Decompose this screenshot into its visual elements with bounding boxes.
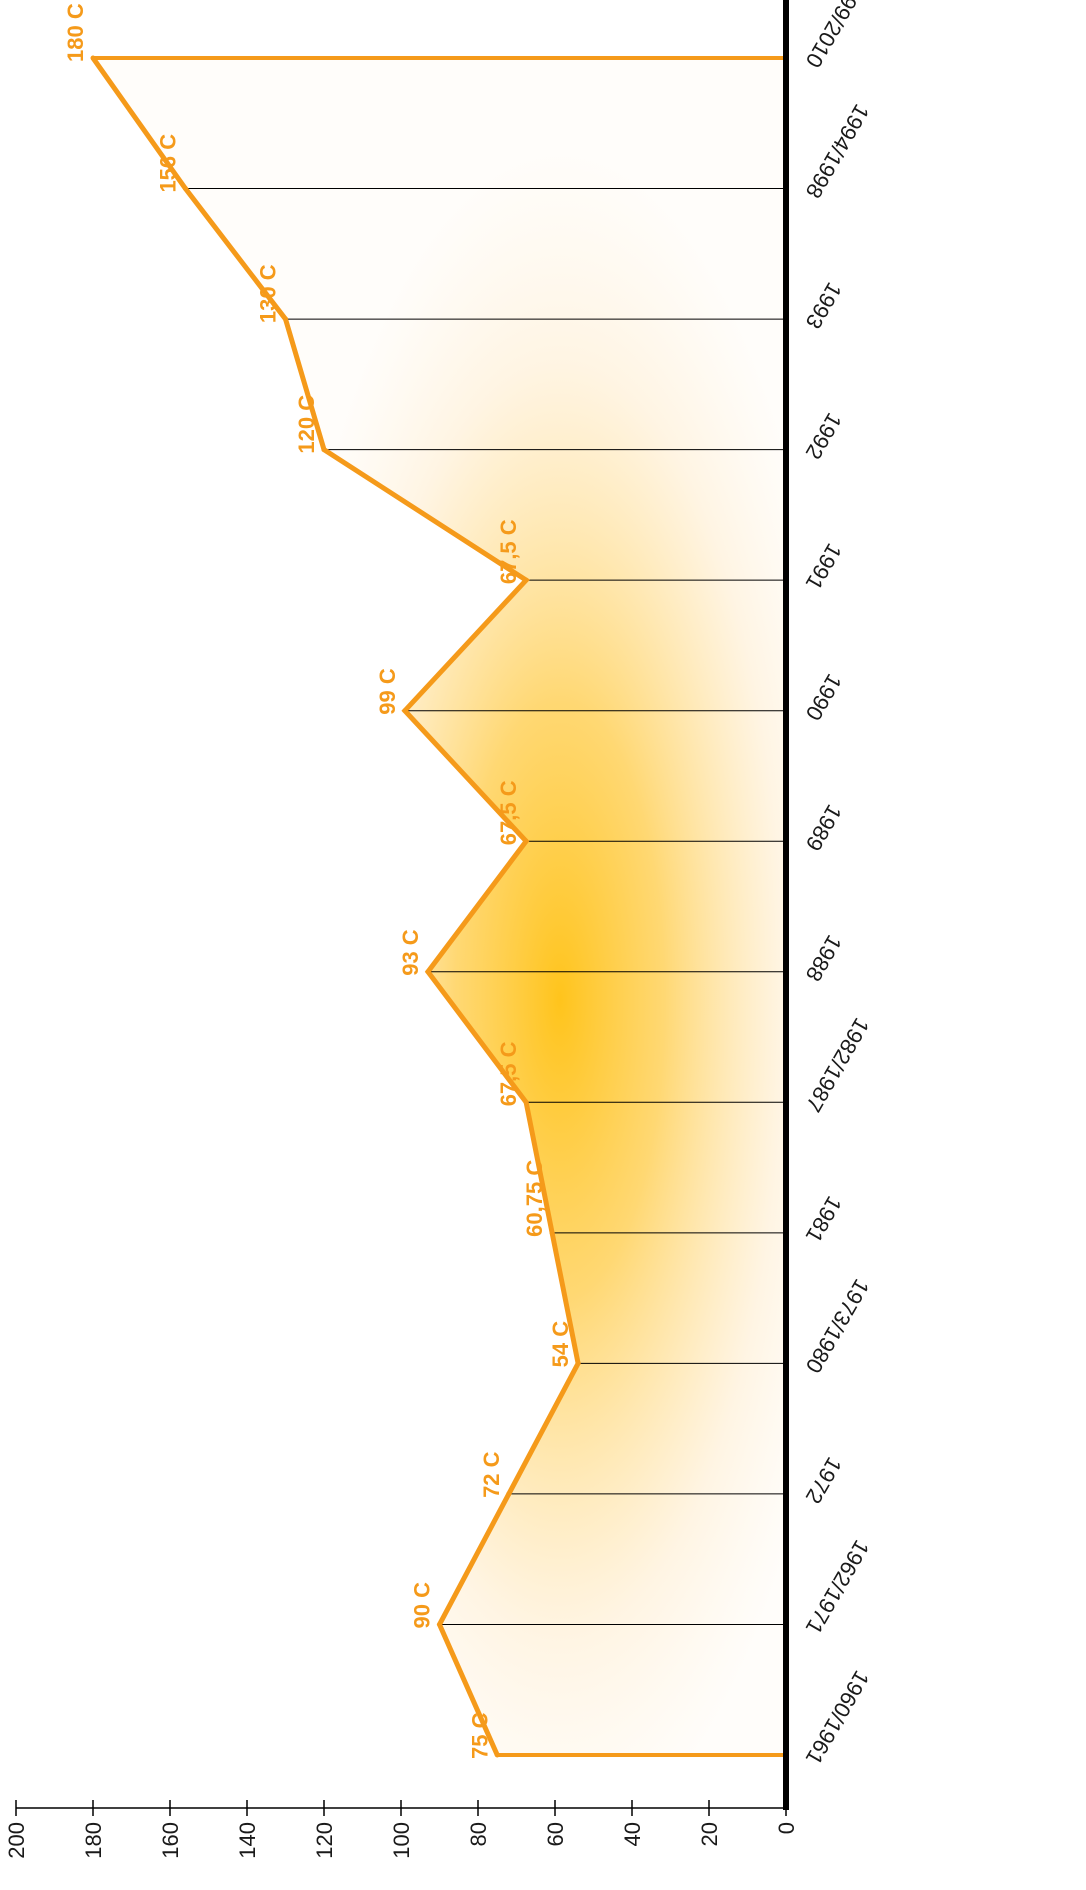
value-tick-label: 80 (466, 1822, 491, 1846)
category-label: 1989 (801, 800, 847, 855)
value-tick-label: 100 (389, 1822, 414, 1859)
data-label: 60,75 C (522, 1160, 547, 1237)
category-label: 1982/1987 (801, 1014, 875, 1117)
data-point-3 (575, 1360, 581, 1366)
data-label: 99 C (375, 668, 400, 715)
data-point-4 (549, 1230, 555, 1236)
data-point-10 (321, 447, 327, 453)
data-point-6 (425, 969, 431, 975)
category-label: 1993 (801, 278, 847, 333)
data-label: 180 C (63, 3, 88, 62)
data-point-9 (523, 577, 529, 583)
area-layer (93, 58, 786, 1755)
axis-layer: 0 20 40 60 80 100 120 140 160 180 200 (4, 0, 799, 1859)
value-tick-label: 40 (620, 1822, 645, 1846)
category-label: 1992 (801, 409, 847, 464)
category-label: 1981 (801, 1192, 847, 1247)
series-line (90, 56, 581, 1757)
data-point-0 (494, 1752, 500, 1758)
value-tick-label: 180 (81, 1822, 106, 1859)
data-label: 67,5 C (496, 519, 521, 584)
data-label: 72 C (479, 1451, 504, 1498)
category-label: 1990 (801, 670, 847, 725)
series-layer (90, 55, 581, 1758)
category-label: 1973/1980 (801, 1275, 875, 1378)
category-label: 1972 (801, 1453, 847, 1508)
data-point-13 (90, 55, 96, 61)
data-label: 67,5 C (496, 780, 521, 845)
data-point-12 (182, 186, 188, 192)
value-tick-label: 0 (774, 1822, 799, 1834)
data-point-1 (437, 1621, 442, 1627)
data-label: 120 C (294, 395, 319, 454)
data-point-7 (523, 838, 529, 844)
category-lines (93, 56, 786, 1757)
data-label: 130 C (256, 264, 281, 323)
category-label: 1999/2010 (801, 0, 875, 72)
value-tick-label: 140 (235, 1822, 260, 1859)
category-label: 1991 (801, 539, 847, 594)
data-point-8 (402, 708, 408, 714)
data-label: 54 C (548, 1321, 573, 1368)
data-point-11 (283, 316, 288, 322)
data-label: 156 C (155, 134, 180, 193)
data-label: 75 C (467, 1712, 492, 1759)
data-point-5 (523, 1099, 529, 1105)
value-tick-label: 120 (312, 1822, 337, 1859)
data-label: 90 C (410, 1582, 435, 1629)
value-tick-label: 20 (697, 1822, 722, 1846)
category-label: 1994/1998 (801, 100, 875, 203)
data-point-2 (506, 1491, 512, 1497)
category-label: 1988 (801, 931, 847, 986)
category-label: 1960/1961 (801, 1666, 875, 1769)
value-tick-label: 160 (158, 1822, 183, 1859)
area-fill (93, 58, 786, 1755)
value-tick-label: 60 (543, 1822, 568, 1846)
data-label: 67,5 C (496, 1041, 521, 1106)
value-tick-label: 200 (4, 1822, 29, 1859)
data-label: 93 C (398, 929, 423, 976)
category-label: 1962/1971 (801, 1536, 875, 1639)
